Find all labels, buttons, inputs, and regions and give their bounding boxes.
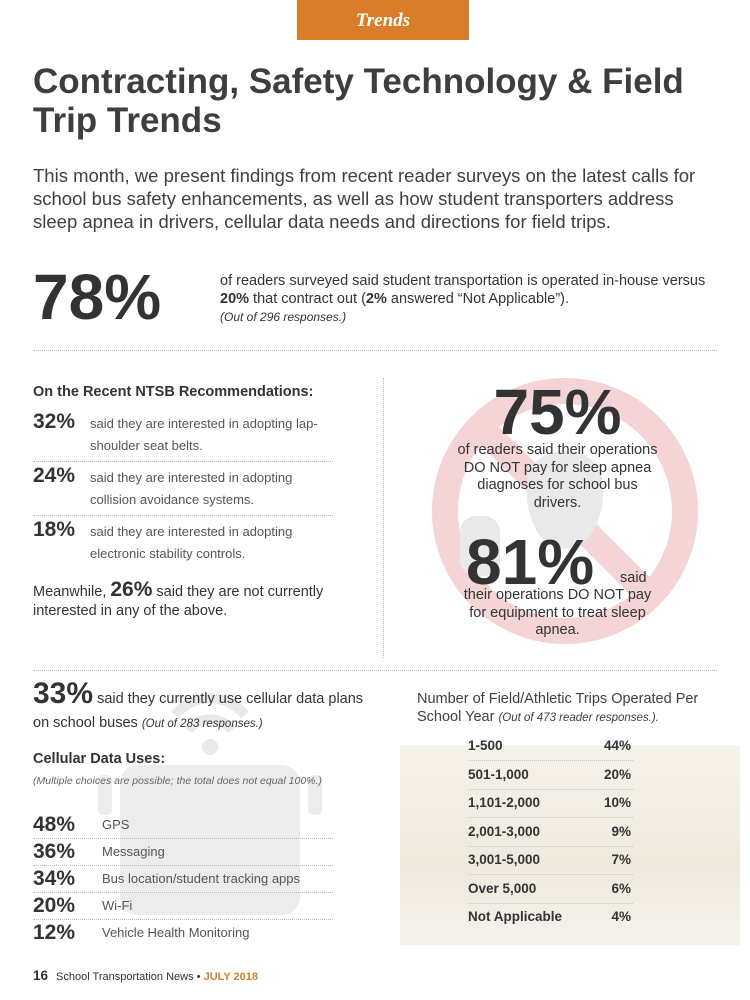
use-pct: 20% (33, 894, 76, 917)
trips-row: Over 5,000 6% (468, 875, 633, 904)
inhouse-stat: 78% (33, 261, 162, 333)
cellular-uses-title: Cellular Data Uses: (33, 751, 166, 767)
sleep-apnea-stat-diagnoses: 75% (493, 376, 622, 448)
cellular-use-row: 36% Messaging (33, 839, 333, 866)
trips-row: 1,101-2,000 10% (468, 789, 633, 818)
trips-value: 6% (611, 881, 631, 896)
trips-row: 3,001-5,000 7% (468, 846, 633, 875)
trips-row: 1-500 44% (468, 732, 633, 761)
ntsb-pct: 32% (33, 410, 76, 433)
use-label: Wi-Fi (102, 898, 133, 913)
trips-value: 9% (611, 824, 631, 839)
trips-category: 3,001-5,000 (468, 852, 541, 867)
ntsb-pct: 18% (33, 518, 76, 541)
trips-value: 20% (603, 767, 631, 782)
publication-name: School Transportation News • (56, 971, 204, 983)
section-divider (33, 670, 717, 671)
use-label: Vehicle Health Monitoring (102, 925, 250, 940)
page-footer: 16 School Transportation News • JULY 2018 (33, 968, 258, 983)
cellular-use-row: 48% GPS (33, 812, 333, 839)
trips-category: 501-1,000 (468, 767, 529, 782)
ntsb-text: said they are interested in adopting lap… (90, 416, 318, 453)
sleep-apnea-said: said (620, 570, 647, 586)
use-pct: 34% (33, 867, 76, 890)
cellular-note: (Out of 283 responses.) (141, 718, 263, 730)
meanwhile-text: Meanwhile, 26% said they are not current… (33, 578, 324, 619)
use-pct: 36% (33, 840, 76, 863)
meanwhile-pct: 26% (110, 578, 153, 601)
ntsb-item: 18% said they are interested in adopting… (33, 518, 333, 569)
page-headline: Contracting, Safety Technology & Field T… (33, 62, 684, 140)
trips-row: 2,001-3,000 9% (468, 818, 633, 847)
use-pct: 48% (33, 813, 76, 836)
ntsb-item: 24% said they are interested in adopting… (33, 464, 333, 516)
use-label: Messaging (102, 844, 165, 859)
use-pct: 12% (33, 921, 76, 944)
trips-category: 2,001-3,000 (468, 824, 541, 839)
intro-paragraph: This month, we present findings from rec… (33, 165, 696, 232)
ntsb-text: said they are interested in adopting col… (90, 470, 293, 507)
section-tab: Trends (297, 0, 469, 40)
column-divider (383, 378, 384, 658)
trips-value: 10% (603, 795, 631, 810)
no-sleep-apnea-sign-icon (432, 378, 698, 644)
cellular-use-row: 12% Vehicle Health Monitoring (33, 920, 333, 947)
sleep-apnea-text-equipment: their operations DO NOT pay for equipmen… (463, 587, 652, 638)
trips-row: 501-1,000 20% (468, 761, 633, 790)
trips-title: Number of Field/Athletic Trips Operated … (417, 691, 699, 725)
bus-wifi-watermark-icon (98, 693, 322, 915)
trips-category: 1,101-2,000 (468, 795, 541, 810)
trips-category: 1-500 (468, 738, 503, 753)
sleep-apnea-text-diagnoses: of readers said their operations DO NOT … (457, 442, 658, 511)
issue-date: JULY 2018 (203, 971, 259, 983)
ntsb-title: On the Recent NTSB Recommendations: (33, 384, 314, 400)
inhouse-note: (Out of 296 responses.) (220, 310, 347, 324)
cellular-lead: 33% said they currently use cellular dat… (33, 677, 364, 732)
trips-value: 44% (603, 738, 631, 753)
trips-category: Over 5,000 (468, 881, 537, 896)
section-divider (33, 350, 717, 351)
trips-background-photo (400, 745, 740, 945)
cellular-uses-note: (Multiple choices are possible; the tota… (33, 775, 322, 787)
ntsb-text: said they are interested in adopting ele… (90, 524, 293, 561)
ntsb-pct: 24% (33, 464, 76, 487)
inhouse-text: of readers surveyed said student transpo… (220, 273, 706, 324)
trips-row: Not Applicable 4% (468, 903, 633, 932)
use-label: Bus location/student tracking apps (102, 871, 301, 886)
contract-pct: 20% (220, 291, 250, 307)
cellular-use-row: 20% Wi-Fi (33, 893, 333, 920)
trips-category: Not Applicable (468, 909, 563, 924)
trips-value: 7% (611, 852, 631, 867)
trips-value: 4% (611, 909, 631, 924)
sleep-apnea-stat-equipment: 81% (466, 526, 595, 598)
trips-note: (Out of 473 reader responses.). (498, 712, 659, 724)
page-number: 16 (33, 968, 49, 983)
na-pct: 2% (365, 291, 387, 307)
use-label: GPS (102, 817, 130, 832)
cellular-use-row: 34% Bus location/student tracking apps (33, 866, 333, 893)
cellular-pct: 33% (33, 677, 94, 710)
ntsb-item: 32% said they are interested in adopting… (33, 410, 333, 462)
